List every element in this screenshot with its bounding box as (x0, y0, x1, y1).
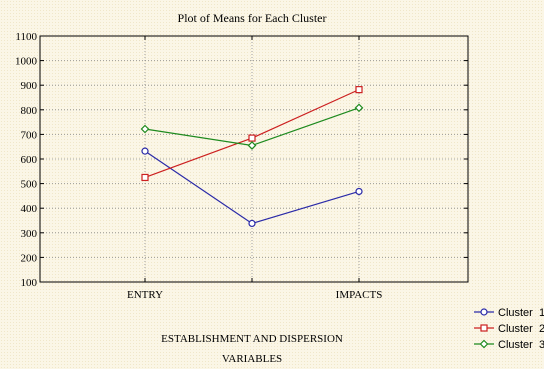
y-tick-label: 400 (21, 203, 38, 215)
chart-title: Plot of Means for Each Cluster (178, 11, 327, 25)
legend-marker-cluster-3 (481, 341, 488, 348)
y-tick-label: 700 (21, 129, 38, 141)
data-point-cluster-3 (249, 142, 256, 149)
y-tick-label: 600 (21, 154, 38, 166)
legend: Cluster 1 Cluster 2 Cluster 3 (474, 307, 544, 351)
x-tick-label: IMPACTS (336, 289, 383, 301)
legend-label-cluster-1: Cluster 1 (498, 307, 544, 319)
data-point-cluster-3 (356, 104, 363, 111)
y-tick-label: 1000 (15, 56, 38, 68)
y-tick-label: 1100 (15, 31, 37, 43)
y-tick-label: 300 (21, 228, 38, 240)
data-point-cluster-2 (249, 135, 255, 141)
y-tick-label: 900 (21, 80, 38, 92)
legend-marker-cluster-2 (481, 325, 487, 331)
x-axis-label-line-2: VARIABLES (222, 353, 282, 365)
data-point-cluster-3 (142, 125, 149, 132)
data-point-cluster-2 (356, 87, 362, 93)
y-axis: 100 200 300 400 500 600 700 800 900 1000 1100 (15, 31, 468, 289)
y-tick-label: 500 (21, 179, 38, 191)
y-tick-label: 800 (21, 105, 38, 117)
grid-lines (40, 36, 468, 282)
legend-label-cluster-3: Cluster 3 (498, 339, 544, 351)
legend-marker-cluster-1 (481, 309, 487, 315)
legend-label-cluster-2: Cluster 2 (498, 323, 544, 335)
y-tick-label: 200 (21, 252, 38, 264)
x-axis: ENTRY IMPACTS (127, 36, 382, 301)
data-point-cluster-2 (142, 174, 148, 180)
data-point-cluster-1 (249, 220, 255, 226)
series-line-cluster-1 (145, 151, 359, 223)
y-tick-label: 100 (21, 277, 38, 289)
x-tick-label: ENTRY (127, 289, 163, 301)
data-point-cluster-1 (356, 188, 362, 194)
data-point-cluster-1 (142, 148, 148, 154)
x-axis-label-line-1: ESTABLISHMENT AND DISPERSION (161, 333, 343, 345)
